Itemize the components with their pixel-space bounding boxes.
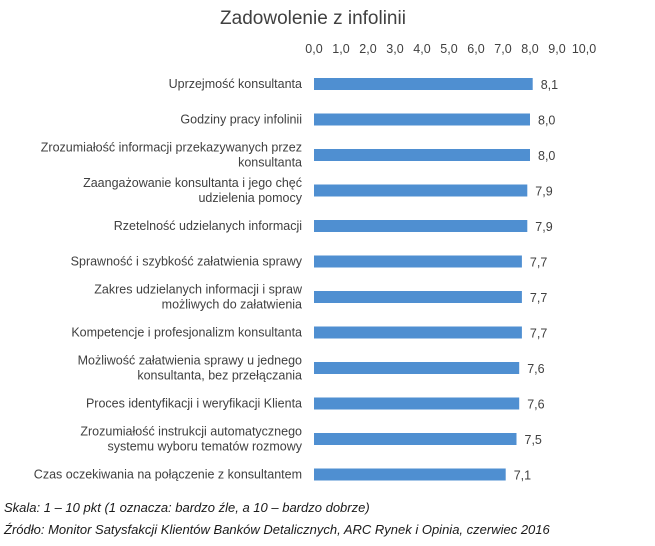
- category-label-line: Czas oczekiwania na połączenie z konsult…: [34, 468, 302, 482]
- x-tick-label: 2,0: [359, 42, 376, 56]
- category-label: Proces identyfikacji i weryfikacji Klien…: [86, 397, 302, 411]
- category-label-line: Godziny pracy infolinii: [180, 113, 302, 127]
- category-label: Uprzejmość konsultanta: [169, 77, 302, 91]
- source-note: Źródło: Monitor Satysfakcji Klientów Ban…: [4, 522, 550, 537]
- x-tick-label: 0,0: [305, 42, 322, 56]
- category-label: Godziny pracy infolinii: [180, 113, 302, 127]
- bar: [314, 362, 520, 374]
- value-label: 8,0: [538, 114, 555, 128]
- scale-note: Skala: 1 – 10 pkt (1 oznacza: bardzo źle…: [4, 500, 370, 515]
- value-labels: 8,1 8,0 8,0 7,9 7,9 7,7 7,7 7,7 7,6 7,6 7,5 7,1: [514, 78, 558, 483]
- category-label: Zaangażowanie konsultanta i jego chęć udz…: [83, 176, 303, 205]
- category-label-line: Zaangażowanie konsultanta i jego chęć: [83, 176, 302, 190]
- value-label: 7,7: [530, 291, 547, 305]
- category-label-line: konsultanta: [238, 156, 302, 170]
- bar: [314, 78, 533, 90]
- value-label: 7,9: [535, 220, 552, 234]
- category-label-line: Zakres udzielanych informacji i spraw: [94, 283, 303, 297]
- axis-ticks: 0,0 1,0 2,0 3,0 4,0 5,0 6,0 7,0 8,0 9,0 10,0: [305, 42, 596, 56]
- value-label: 7,1: [514, 469, 531, 483]
- x-tick-label: 6,0: [467, 42, 484, 56]
- x-tick-label: 8,0: [521, 42, 538, 56]
- category-label-line: Proces identyfikacji i weryfikacji Klien…: [86, 397, 302, 411]
- value-label: 7,6: [527, 398, 544, 412]
- category-label: Zakres udzielanych informacji i spraw moż…: [94, 283, 303, 312]
- value-label: 7,6: [527, 362, 544, 376]
- category-label-line: konsultanta, bez przełączania: [137, 369, 302, 383]
- category-label-line: możliwych do załatwienia: [162, 298, 302, 312]
- bar: [314, 184, 528, 197]
- bar: [314, 468, 506, 481]
- bar: [314, 113, 530, 126]
- category-label: Sprawność i szybkość załatwienia sprawy: [71, 255, 303, 269]
- bars: [314, 78, 533, 481]
- category-label-line: udzielenia pomocy: [198, 191, 302, 205]
- chart-title: Zadowolenie z infolinii: [220, 8, 406, 29]
- x-tick-label: 3,0: [386, 42, 403, 56]
- category-label-line: Uprzejmość konsultanta: [169, 77, 302, 91]
- category-label: Kompetencje i profesjonalizm konsultanta: [71, 326, 302, 340]
- value-label: 7,7: [530, 327, 547, 341]
- bar: [314, 291, 522, 303]
- value-label: 7,5: [525, 433, 542, 447]
- category-label: Zrozumiałość informacji przekazywanych p…: [41, 141, 302, 170]
- bar: [314, 149, 530, 161]
- category-label-line: Sprawność i szybkość załatwienia sprawy: [71, 255, 303, 269]
- category-label-line: Rzetelność udzielanych informacji: [114, 219, 302, 233]
- category-label: Rzetelność udzielanych informacji: [114, 219, 302, 233]
- category-label-line: Kompetencje i profesjonalizm konsultanta: [71, 326, 302, 340]
- category-label-line: systemu wyboru tematów rozmowy: [107, 440, 302, 454]
- value-label: 7,9: [535, 185, 552, 199]
- value-label: 8,1: [541, 78, 558, 92]
- category-label-line: Zrozumiałość informacji przekazywanych p…: [41, 141, 302, 155]
- bar: [314, 397, 520, 410]
- x-tick-label: 7,0: [494, 42, 511, 56]
- bar: [314, 433, 517, 445]
- bar: [314, 326, 522, 339]
- category-label-line: Zrozumiałość instrukcji automatycznego: [80, 425, 302, 439]
- category-label: Czas oczekiwania na połączenie z konsult…: [34, 468, 302, 482]
- category-labels: Uprzejmość konsultanta Godziny pracy info…: [34, 77, 303, 482]
- x-tick-label: 5,0: [440, 42, 457, 56]
- value-label: 7,7: [530, 256, 547, 270]
- category-label: Zrozumiałość instrukcji automatycznego sy…: [80, 425, 302, 454]
- value-label: 8,0: [538, 149, 555, 163]
- x-tick-label: 9,0: [548, 42, 565, 56]
- bar: [314, 220, 528, 232]
- x-tick-label: 4,0: [413, 42, 430, 56]
- category-label-line: Możliwość załatwienia sprawy u jednego: [78, 354, 302, 368]
- x-tick-label: 10,0: [572, 42, 596, 56]
- x-tick-label: 1,0: [332, 42, 349, 56]
- category-label: Możliwość załatwienia sprawy u jednego ko…: [78, 354, 302, 383]
- bar: [314, 255, 522, 268]
